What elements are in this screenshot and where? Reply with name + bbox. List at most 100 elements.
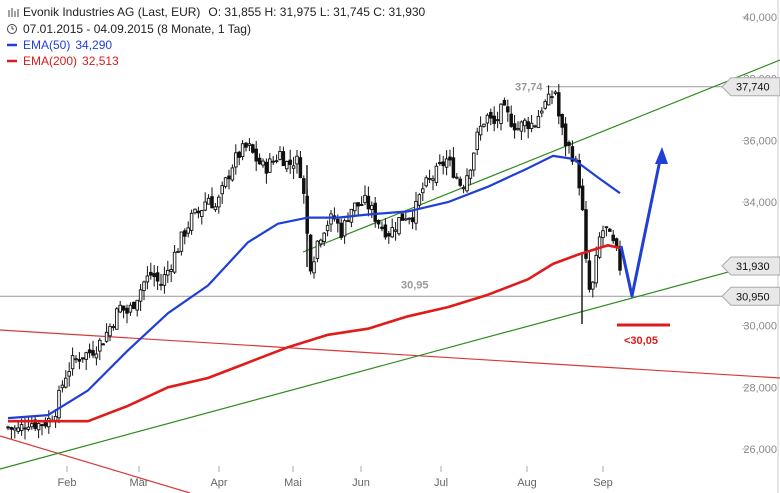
candle-body	[291, 165, 296, 169]
candle-body	[519, 121, 524, 132]
candle-body	[611, 234, 615, 242]
candle-body	[540, 110, 544, 114]
candle-body	[40, 424, 44, 427]
ema50-line	[7, 154, 621, 420]
candle-body	[529, 122, 534, 129]
y-tick-label: 30,000	[743, 321, 777, 333]
forecast-arrowhead	[655, 147, 668, 164]
ema50-legend: EMA(50) 34,290	[23, 38, 112, 52]
candle-body	[315, 240, 320, 259]
candle-body	[359, 204, 364, 206]
candle-body	[455, 176, 459, 179]
candle-body	[152, 273, 156, 277]
candle-body	[397, 217, 401, 235]
candle-body	[206, 197, 211, 205]
y-tick-label: 34,000	[743, 197, 777, 209]
candle-body	[570, 146, 575, 162]
candle-body	[353, 202, 357, 212]
candle-body	[523, 119, 527, 127]
candle-body	[213, 206, 218, 210]
candle-body	[489, 111, 493, 119]
candle-body	[506, 106, 510, 113]
candle-body	[81, 357, 85, 360]
candle-body	[142, 281, 146, 291]
y-tick-label: 26,000	[743, 444, 777, 456]
candle-body	[550, 96, 554, 99]
candle-body	[499, 103, 503, 124]
green-uptrend-upper	[302, 59, 780, 253]
candle-body	[373, 202, 377, 222]
candle-body	[302, 178, 306, 194]
candle-body	[244, 142, 248, 148]
candle-body	[125, 307, 129, 314]
candle-body	[128, 304, 133, 313]
candle-body	[261, 160, 265, 166]
candles	[6, 84, 622, 440]
candle-body	[57, 389, 61, 419]
clock-icon	[7, 24, 17, 34]
candle-body	[84, 352, 88, 360]
candle-body	[512, 123, 517, 131]
candle-body	[135, 299, 139, 311]
candle-body	[237, 151, 241, 158]
reference-lines	[0, 86, 728, 297]
price-badge: 37,740	[721, 77, 780, 97]
candle-body	[424, 177, 428, 187]
ohlc-text: O: 31,855 H: 31,975 L: 31,745 C: 31,930	[208, 5, 425, 19]
annotation-label: 30,95	[401, 279, 429, 291]
candle-body	[580, 185, 585, 211]
candle-body	[325, 224, 330, 232]
candle-body	[468, 169, 473, 179]
candle-body	[111, 325, 116, 328]
candle-body	[587, 260, 592, 290]
candle-body	[312, 261, 316, 274]
candle-body	[169, 269, 173, 272]
x-tick-label: Mai	[284, 477, 302, 489]
candle-body	[465, 175, 469, 192]
candle-body	[281, 151, 286, 167]
candle-body	[376, 219, 381, 225]
candle-body	[108, 325, 112, 337]
date-range: 07.01.2015 - 04.09.2015 (8 Monate, 1 Tag…	[23, 22, 251, 36]
candle-body	[91, 350, 95, 356]
candle-body	[271, 160, 275, 163]
candle-body	[132, 301, 136, 309]
candle-body	[23, 427, 27, 430]
x-tick-label: Jun	[352, 477, 370, 489]
candle-body	[264, 161, 269, 174]
candle-body	[155, 272, 160, 282]
candle-body	[421, 188, 425, 194]
price-badge-shape	[721, 77, 780, 97]
candle-body	[240, 143, 245, 158]
price-badge-label: 30,950	[736, 291, 770, 303]
candle-body	[472, 152, 476, 171]
candle-body	[298, 157, 303, 179]
candle-body	[417, 194, 422, 206]
candle-body	[104, 331, 109, 342]
candle-body	[9, 427, 14, 430]
candle-body	[149, 271, 153, 276]
candle-body	[591, 281, 595, 290]
candle-body	[414, 201, 418, 224]
chart-title: Evonik Industries AG (Last, EUR) O: 31,85…	[23, 5, 426, 19]
candle-body	[101, 343, 105, 346]
candle-body	[257, 157, 262, 165]
candle-body	[251, 144, 255, 153]
candle-body	[13, 427, 17, 431]
candle-body	[336, 218, 340, 224]
candle-body	[196, 210, 201, 214]
candle-body	[254, 148, 258, 162]
candle-body	[183, 230, 187, 237]
candle-body	[427, 177, 432, 180]
candle-body	[64, 377, 68, 388]
candle-body	[77, 359, 82, 362]
candle-body	[295, 155, 299, 165]
candle-body	[16, 427, 20, 432]
candle-body	[33, 419, 37, 429]
chart-header: Evonik Industries AG (Last, EUR) O: 31,85…	[7, 5, 426, 68]
x-axis: Feb Mär Apr Mai Jun Jul Aug Sep	[58, 466, 613, 489]
candle-body	[118, 304, 122, 313]
candle-body	[70, 355, 75, 370]
forecast-path	[619, 159, 662, 298]
candle-body	[608, 228, 612, 232]
